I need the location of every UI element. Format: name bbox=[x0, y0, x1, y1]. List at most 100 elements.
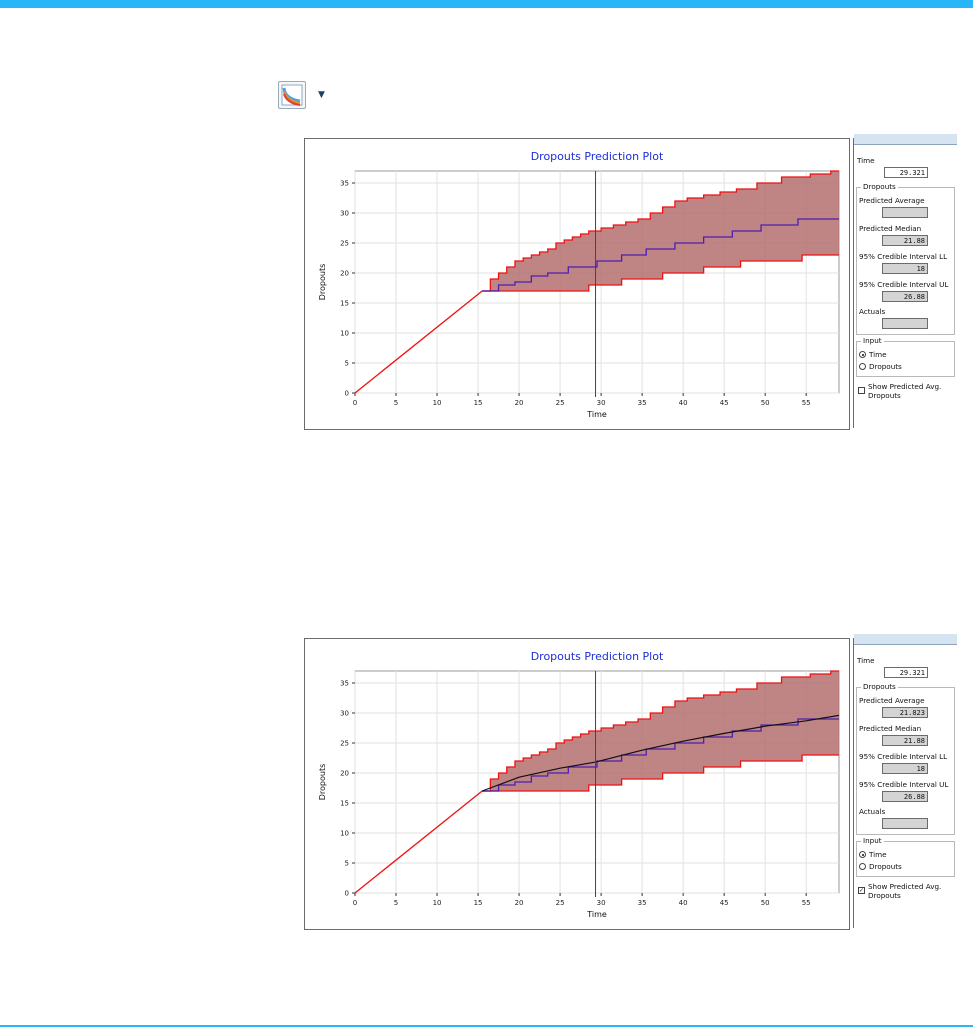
y-tick-label: 10 bbox=[340, 830, 349, 838]
x-tick-label: 0 bbox=[353, 399, 357, 407]
show-avg-label-line1: Show Predicted Avg. bbox=[868, 882, 942, 891]
actuals-label: Actuals bbox=[859, 807, 886, 816]
radio-dropouts[interactable] bbox=[859, 863, 866, 870]
predicted-average-label: Predicted Average bbox=[859, 696, 925, 705]
show-avg-label-line2: Dropouts bbox=[868, 391, 901, 400]
median-line bbox=[482, 218, 839, 292]
x-tick-label: 35 bbox=[638, 899, 647, 907]
input-group-title: Input bbox=[861, 336, 884, 345]
result-side-panel-1: Time 29.321 Dropouts Predicted Average P… bbox=[853, 134, 957, 428]
show-avg-label-line1: Show Predicted Avg. bbox=[868, 382, 942, 391]
dropouts-group-title: Dropouts bbox=[861, 682, 898, 691]
actuals-value bbox=[882, 818, 928, 829]
upper-bound-line bbox=[482, 670, 839, 792]
y-tick-label: 5 bbox=[345, 860, 349, 868]
ci-ll-label: 95% Credible Interval LL bbox=[859, 752, 948, 761]
prediction-plot-2: 0 5 10 15 20 25 30 35 40 45 50 55 0 5 10 15 20 25 30 35 Drop… bbox=[304, 638, 850, 930]
predicted-median-value: 21.88 bbox=[882, 235, 928, 246]
predicted-median-label: Predicted Median bbox=[859, 224, 922, 233]
x-tick-label: 0 bbox=[353, 899, 357, 907]
x-tick-label: 40 bbox=[679, 399, 688, 407]
time-label: Time bbox=[857, 156, 875, 165]
input-group-title: Input bbox=[861, 836, 884, 845]
x-tick-label: 15 bbox=[474, 899, 483, 907]
y-tick-label: 30 bbox=[340, 210, 349, 218]
time-label: Time bbox=[857, 656, 875, 665]
plot-type-dropdown-button[interactable]: ▼ bbox=[276, 80, 330, 110]
x-tick-label: 10 bbox=[433, 399, 442, 407]
time-input[interactable]: 29.321 bbox=[884, 667, 928, 678]
radio-time-label: Time bbox=[869, 850, 887, 859]
lower-bound-line bbox=[482, 254, 839, 292]
y-tick-label: 30 bbox=[340, 710, 349, 718]
y-axis-label: Dropouts bbox=[318, 764, 327, 801]
time-input[interactable]: 29.321 bbox=[884, 167, 928, 178]
chart-svg-1: 0 5 10 15 20 25 30 35 40 45 50 55 0 5 10 15 20 25 30 35 Drop… bbox=[318, 150, 840, 419]
upper-bound-line bbox=[482, 170, 839, 292]
radio-time[interactable] bbox=[859, 851, 866, 858]
show-avg-label-line2: Dropouts bbox=[868, 891, 901, 900]
predicted-median-label: Predicted Median bbox=[859, 724, 922, 733]
show-avg-checkbox[interactable]: ✓ bbox=[858, 887, 865, 894]
radio-dropouts[interactable] bbox=[859, 363, 866, 370]
x-tick-label: 30 bbox=[597, 899, 606, 907]
x-tick-label: 30 bbox=[597, 399, 606, 407]
predicted-average-label: Predicted Average bbox=[859, 196, 925, 205]
chevron-down-icon: ▼ bbox=[318, 90, 325, 100]
y-tick-label: 20 bbox=[340, 270, 349, 278]
x-tick-label: 5 bbox=[394, 899, 398, 907]
ci-ll-label: 95% Credible Interval LL bbox=[859, 252, 948, 261]
radio-time[interactable] bbox=[859, 351, 866, 358]
actuals-value bbox=[882, 318, 928, 329]
input-group: Input bbox=[856, 336, 955, 377]
radio-time-label: Time bbox=[869, 350, 887, 359]
y-tick-label: 35 bbox=[340, 180, 349, 188]
y-tick-label: 0 bbox=[345, 890, 349, 898]
x-axis-label: Time bbox=[586, 910, 607, 919]
y-tick-label: 25 bbox=[340, 740, 349, 748]
x-tick-label: 25 bbox=[556, 899, 565, 907]
observed-line bbox=[354, 790, 483, 894]
dropouts-group: Dropouts bbox=[856, 182, 955, 335]
x-tick-label: 25 bbox=[556, 399, 565, 407]
ci-ul-value: 26.88 bbox=[882, 291, 928, 302]
show-avg-checkbox[interactable] bbox=[858, 387, 865, 394]
observed-line bbox=[354, 290, 483, 394]
predicted-average-value: 21.823 bbox=[882, 707, 928, 718]
predicted-average-value bbox=[882, 207, 928, 218]
input-group: Input bbox=[856, 836, 955, 877]
y-axis-label: Dropouts bbox=[318, 264, 327, 301]
y-tick-label: 0 bbox=[345, 390, 349, 398]
x-tick-label: 45 bbox=[720, 399, 729, 407]
y-tick-label: 20 bbox=[340, 770, 349, 778]
x-tick-label: 20 bbox=[515, 399, 524, 407]
dropouts-group-title: Dropouts bbox=[861, 182, 898, 191]
x-tick-label: 5 bbox=[394, 399, 398, 407]
ci-ll-value: 18 bbox=[882, 763, 928, 774]
x-tick-label: 15 bbox=[474, 399, 483, 407]
x-tick-label: 40 bbox=[679, 899, 688, 907]
y-tick-label: 5 bbox=[345, 360, 349, 368]
x-tick-label: 20 bbox=[515, 899, 524, 907]
prediction-panel-2: 0 5 10 15 20 25 30 35 40 45 50 55 0 5 10 15 20 25 30 35 Drop… bbox=[304, 634, 957, 930]
chart-title: Dropouts Prediction Plot bbox=[531, 650, 664, 663]
y-tick-label: 15 bbox=[340, 300, 349, 308]
median-line bbox=[482, 718, 839, 792]
y-tick-label: 15 bbox=[340, 800, 349, 808]
top-accent-bar bbox=[0, 0, 973, 8]
y-tick-label: 25 bbox=[340, 240, 349, 248]
ci-ll-value: 18 bbox=[882, 263, 928, 274]
lower-bound-line bbox=[482, 754, 839, 792]
result-side-panel-2: Time 29.321 Dropouts Predicted Average 2… bbox=[853, 634, 957, 928]
x-tick-label: 35 bbox=[638, 399, 647, 407]
x-tick-label: 45 bbox=[720, 899, 729, 907]
panel-header bbox=[854, 634, 957, 645]
actuals-label: Actuals bbox=[859, 307, 886, 316]
predicted-median-value: 21.88 bbox=[882, 735, 928, 746]
ci-ul-label: 95% Credible Interval UL bbox=[859, 780, 949, 789]
bottom-accent-line bbox=[0, 1025, 973, 1027]
x-tick-label: 50 bbox=[761, 899, 770, 907]
chart-svg-2: 0 5 10 15 20 25 30 35 40 45 50 55 0 5 10 15 20 25 30 35 Drop… bbox=[318, 650, 840, 919]
radio-dropouts-label: Dropouts bbox=[869, 362, 902, 371]
prediction-plot-1: 0 5 10 15 20 25 30 35 40 45 50 55 0 5 10 15 20 25 30 35 Drop… bbox=[304, 138, 850, 430]
